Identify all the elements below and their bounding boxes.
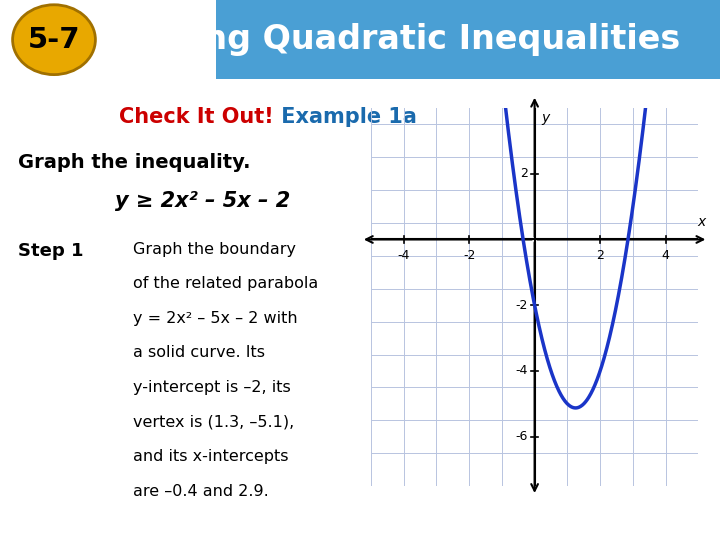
FancyBboxPatch shape (216, 0, 720, 79)
Text: Step 1: Step 1 (18, 242, 84, 260)
Text: Solving Quadratic Inequalities: Solving Quadratic Inequalities (112, 23, 680, 56)
Text: and its x-intercepts: and its x-intercepts (133, 449, 289, 464)
Text: Copyright © by Holt, Rinehart and Winston. All Rights Reserved.: Copyright © by Holt, Rinehart and Winsto… (370, 516, 706, 525)
Text: y = 2x² – 5x – 2 with: y = 2x² – 5x – 2 with (133, 311, 298, 326)
Text: a solid curve. Its: a solid curve. Its (133, 346, 265, 361)
Text: y ≥ 2x² – 5x – 2: y ≥ 2x² – 5x – 2 (115, 191, 290, 211)
Text: y-intercept is –2, its: y-intercept is –2, its (133, 380, 291, 395)
Text: -6: -6 (516, 430, 528, 443)
Text: Example 1a: Example 1a (274, 107, 416, 127)
Text: vertex is (1.3, –5.1),: vertex is (1.3, –5.1), (133, 415, 294, 430)
Text: of the related parabola: of the related parabola (133, 276, 318, 292)
Text: are –0.4 and 2.9.: are –0.4 and 2.9. (133, 484, 269, 499)
Text: 2: 2 (596, 249, 604, 262)
Text: 5-7: 5-7 (27, 26, 81, 53)
Text: y: y (541, 111, 549, 125)
Text: -4: -4 (516, 364, 528, 377)
Text: -4: -4 (397, 249, 410, 262)
Text: Check It Out!: Check It Out! (119, 107, 274, 127)
Text: -2: -2 (516, 299, 528, 312)
Text: Graph the inequality.: Graph the inequality. (18, 153, 251, 172)
Text: 2: 2 (520, 167, 528, 180)
Text: x: x (698, 215, 706, 229)
Text: 4: 4 (662, 249, 670, 262)
Ellipse shape (13, 5, 95, 75)
Text: Graph the boundary: Graph the boundary (133, 242, 296, 256)
Text: Holt Algebra 2: Holt Algebra 2 (11, 513, 135, 528)
Text: -2: -2 (463, 249, 475, 262)
